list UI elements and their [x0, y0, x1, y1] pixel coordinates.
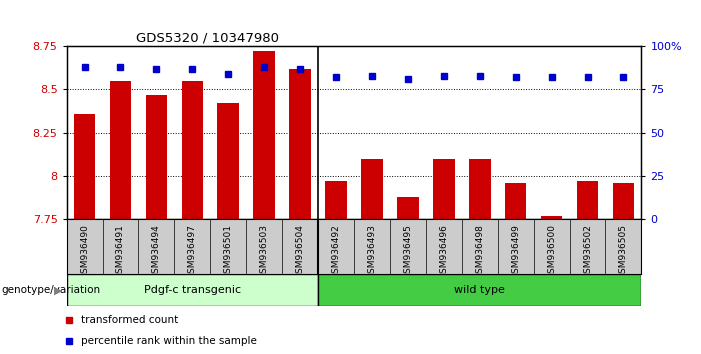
Bar [217, 103, 239, 219]
Text: GDS5320 / 10347980: GDS5320 / 10347980 [135, 32, 278, 45]
Text: Pdgf-c transgenic: Pdgf-c transgenic [144, 285, 241, 295]
Bar [541, 216, 562, 219]
Text: GSM936496: GSM936496 [440, 224, 449, 279]
Text: GSM936491: GSM936491 [116, 224, 125, 279]
Text: GSM936490: GSM936490 [80, 224, 89, 279]
Bar [146, 95, 168, 219]
Bar [325, 181, 347, 219]
Text: GSM936503: GSM936503 [259, 224, 268, 279]
Bar [505, 183, 526, 219]
Text: GSM936492: GSM936492 [332, 224, 341, 279]
Text: GSM936497: GSM936497 [188, 224, 197, 279]
Text: GSM936493: GSM936493 [367, 224, 376, 279]
Bar [469, 159, 491, 219]
Text: GSM936502: GSM936502 [583, 224, 592, 279]
Bar [397, 197, 418, 219]
Text: genotype/variation: genotype/variation [1, 285, 100, 295]
Bar [290, 69, 311, 219]
Bar [182, 81, 203, 219]
Text: ▶: ▶ [54, 285, 62, 295]
Text: GSM936501: GSM936501 [224, 224, 233, 279]
Text: GSM936495: GSM936495 [403, 224, 412, 279]
Bar [433, 159, 455, 219]
Bar [361, 159, 383, 219]
Text: percentile rank within the sample: percentile rank within the sample [81, 336, 257, 346]
Text: GSM936499: GSM936499 [511, 224, 520, 279]
Text: GSM936500: GSM936500 [547, 224, 556, 279]
Text: GSM936498: GSM936498 [475, 224, 484, 279]
Bar [613, 183, 634, 219]
Text: GSM936494: GSM936494 [152, 224, 161, 279]
Bar [109, 81, 131, 219]
Bar [67, 274, 318, 306]
Text: GSM936504: GSM936504 [296, 224, 305, 279]
Bar [254, 51, 275, 219]
Text: transformed count: transformed count [81, 315, 178, 325]
Text: GSM936505: GSM936505 [619, 224, 628, 279]
Text: wild type: wild type [454, 285, 505, 295]
Bar [318, 274, 641, 306]
Bar [577, 181, 599, 219]
Bar [74, 114, 95, 219]
